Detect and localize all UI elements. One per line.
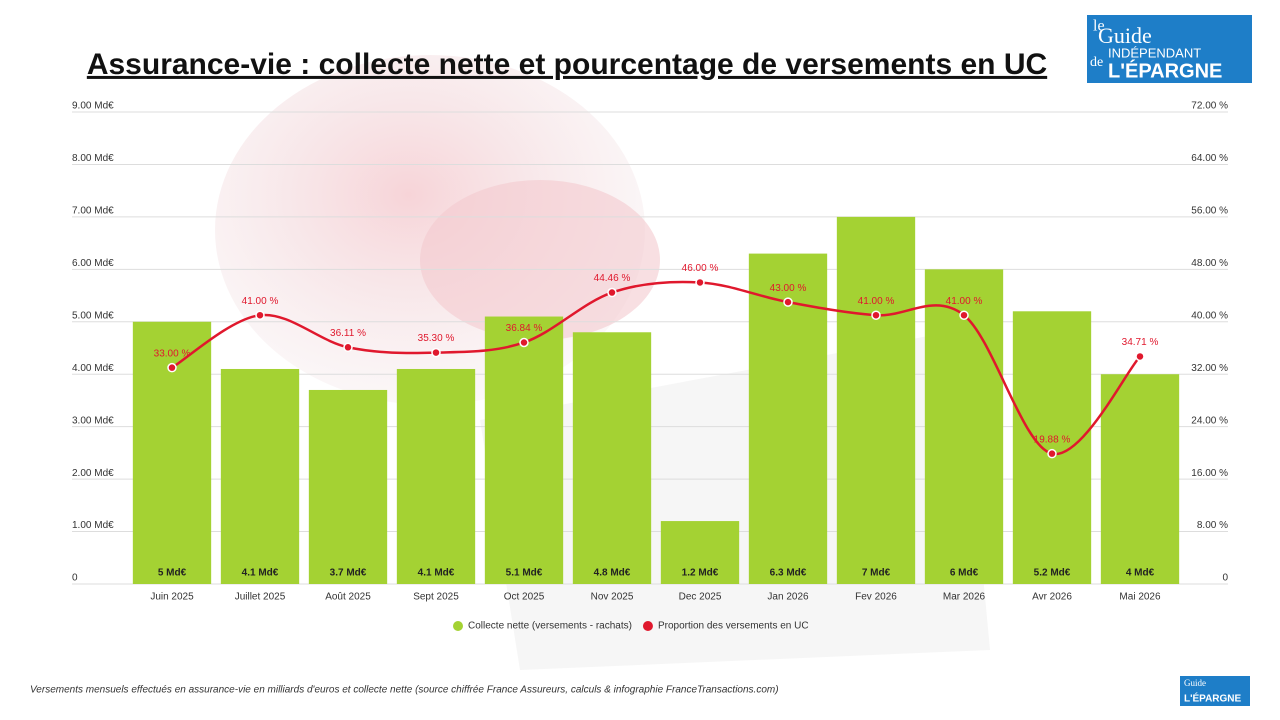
footer: Versements mensuels effectués en assuran… — [30, 685, 779, 696]
y-tick-label: 4.00 Md€ — [72, 363, 114, 374]
point — [167, 362, 177, 373]
legend-marker — [642, 621, 653, 631]
data-label: 5.1 Md€ — [506, 568, 543, 579]
point — [959, 310, 969, 320]
bar — [132, 321, 212, 584]
logo-text: INDÉPENDANT — [1108, 45, 1201, 60]
data-label: 44.46 % — [594, 273, 631, 284]
y2-tick-label: 8.00 % — [1197, 520, 1228, 531]
logo-text: L'ÉPARGNE — [1184, 692, 1242, 705]
y-tick-label: 3.00 Md€ — [72, 415, 114, 426]
x-tick-label: Août 2025 — [325, 592, 371, 603]
data-label: 41.00 % — [242, 296, 279, 307]
y-tick-label: 5.00 Md€ — [72, 310, 114, 321]
x-tick-label: Fev 2026 — [855, 592, 897, 603]
logo-text: Guide — [1184, 678, 1206, 688]
data-label: 33.00 % — [154, 348, 191, 359]
chart-title: Assurance-vie : collecte nette et pource… — [87, 48, 1047, 81]
bar — [660, 521, 740, 584]
y-tick-label: 6.00 Md€ — [72, 258, 114, 269]
x-tick-label: Mai 2026 — [1119, 592, 1161, 603]
x-tick-label: Juillet 2025 — [235, 592, 286, 603]
y-tick-label: 7.00 Md€ — [72, 206, 114, 217]
point — [1135, 351, 1145, 362]
data-label: 36.11 % — [330, 328, 366, 339]
data-label: 6.3 Md€ — [770, 568, 807, 579]
logo-text: Guide — [1098, 23, 1152, 48]
y-tick-label: 9.00 Md€ — [72, 101, 114, 112]
bar — [748, 253, 828, 584]
data-label: 6 Md€ — [950, 568, 979, 579]
x-tick-label: Dec 2025 — [679, 592, 722, 603]
bar — [220, 368, 300, 584]
data-label: 41.00 % — [858, 296, 895, 307]
y2-tick-label: 56.00 % — [1191, 206, 1228, 217]
y-tick-label: 8.00 Md€ — [72, 153, 114, 164]
x-tick-label: Oct 2025 — [504, 592, 545, 603]
data-label: 34.71 % — [1122, 337, 1159, 348]
data-label: 5 Md€ — [158, 568, 187, 579]
y2-tick-label: 24.00 % — [1191, 415, 1228, 426]
bar — [308, 389, 388, 584]
bar — [836, 216, 916, 584]
data-label: 1.2 Md€ — [682, 568, 719, 579]
point — [1047, 448, 1057, 459]
data-label: 5.2 Md€ — [1034, 568, 1071, 579]
logo: le Guide INDÉPENDANT de L'ÉPARGNE — [1087, 15, 1252, 83]
point — [519, 337, 529, 348]
data-label: 4.8 Md€ — [594, 568, 631, 579]
bar — [484, 316, 564, 584]
line — [171, 280, 1141, 455]
logo-small: Guide L'ÉPARGNE — [1180, 676, 1250, 706]
data-label: 41.00 % — [946, 296, 983, 307]
logo-text: L'ÉPARGNE — [1108, 59, 1222, 82]
x-tick-label: Avr 2026 — [1032, 592, 1072, 603]
logo-text: le — [1093, 18, 1105, 35]
point — [871, 310, 881, 320]
y-tick-label: 0 — [72, 573, 78, 584]
point — [607, 287, 617, 298]
data-label: 19.88 % — [1034, 434, 1071, 445]
point — [431, 347, 441, 358]
y2-tick-label: 72.00 % — [1191, 101, 1228, 112]
data-label: 7 Md€ — [862, 568, 891, 579]
logo-text: de — [1090, 55, 1103, 70]
data-label: 35.30 % — [418, 333, 455, 344]
data-label: 46.00 % — [682, 263, 719, 274]
y-tick-label: 1.00 Md€ — [72, 520, 114, 531]
legend-label: Proportion des versements en UC — [658, 621, 809, 632]
x-tick-label: Juin 2025 — [150, 592, 194, 603]
data-label: 4.1 Md€ — [418, 568, 455, 579]
y2-tick-label: 64.00 % — [1191, 153, 1228, 164]
y2-tick-label: 32.00 % — [1191, 363, 1228, 374]
point — [695, 277, 705, 288]
bar — [1012, 311, 1092, 584]
bar — [1100, 374, 1180, 584]
bar — [924, 269, 1004, 584]
point — [343, 342, 353, 353]
y-tick-label: 2.00 Md€ — [72, 468, 114, 479]
point — [255, 310, 265, 320]
x-tick-label: Nov 2025 — [591, 592, 634, 603]
legend-marker — [453, 621, 463, 631]
y2-tick-label: 0 — [1222, 573, 1228, 584]
data-label: 4 Md€ — [1126, 568, 1155, 579]
bar — [396, 368, 476, 584]
point — [783, 297, 793, 307]
bar — [572, 332, 652, 584]
data-label: 4.1 Md€ — [242, 568, 279, 579]
y2-tick-label: 40.00 % — [1191, 310, 1228, 321]
y2-tick-label: 48.00 % — [1191, 258, 1228, 269]
data-label: 43.00 % — [770, 283, 807, 294]
data-label: 36.84 % — [506, 323, 543, 334]
x-tick-label: Jan 2026 — [767, 592, 809, 603]
data-label: 3.7 Md€ — [330, 568, 367, 579]
legend-label: Collecte nette (versements - rachats) — [468, 621, 632, 632]
x-tick-label: Mar 2026 — [943, 592, 986, 603]
x-tick-label: Sept 2025 — [413, 592, 459, 603]
y2-tick-label: 16.00 % — [1191, 468, 1228, 479]
